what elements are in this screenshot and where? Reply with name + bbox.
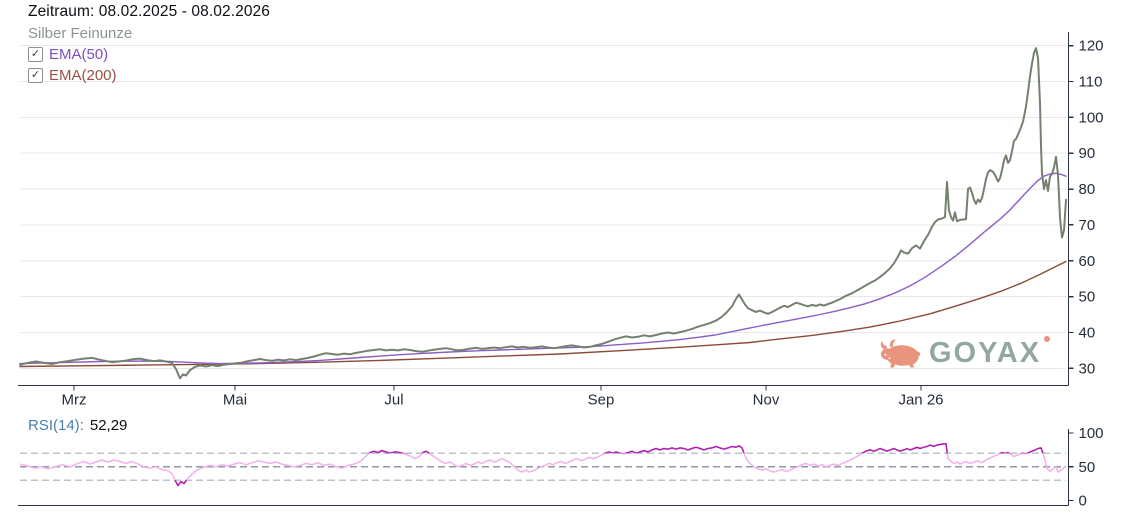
y-axis-label: 80 xyxy=(1079,181,1096,198)
x-axis-label: Mrz xyxy=(62,392,87,409)
rsi-axis-label: 0 xyxy=(1079,493,1087,510)
goyax-logo-dot xyxy=(1044,336,1051,342)
y-axis-label: 90 xyxy=(1079,145,1096,162)
rsi-label: RSI(14): xyxy=(28,417,84,434)
silber-feinunze-line xyxy=(19,47,1067,380)
goyax-bull-icon xyxy=(880,339,921,368)
goyax-logo-text: GOYAX xyxy=(929,336,1051,368)
rsi-value: 52,29 xyxy=(89,417,128,434)
y-axis-label: 50 xyxy=(1079,289,1096,306)
x-axis-label: Jan 26 xyxy=(898,392,943,409)
y-axis-label: 30 xyxy=(1079,360,1096,377)
x-axis-label: Nov xyxy=(753,392,780,409)
y-axis-label: 110 xyxy=(1079,74,1103,91)
ema50-line xyxy=(19,172,1067,365)
y-axis-label: 40 xyxy=(1079,324,1096,341)
rsi-axis-label: 100 xyxy=(1079,425,1104,442)
rsi-header: RSI(14): 52,29 xyxy=(28,417,127,434)
rsi-axis-label: 50 xyxy=(1079,459,1096,476)
rsi-line-extreme xyxy=(19,443,1067,487)
ema200-label: EMA(200) xyxy=(49,67,117,84)
ema200-checkbox[interactable]: ✓ xyxy=(28,68,43,83)
y-axis-label: 60 xyxy=(1079,253,1096,270)
ema50-legend-row: ✓ EMA(50) xyxy=(28,46,270,63)
ema50-label: EMA(50) xyxy=(49,46,109,63)
ema200-line xyxy=(19,260,1067,368)
ema200-legend-row: ✓ EMA(200) xyxy=(28,67,270,84)
chart-header: Zeitraum: 08.02.2025 - 08.02.2026 Silber… xyxy=(28,3,270,84)
zeitraum-label: Zeitraum: 08.02.2025 - 08.02.2026 xyxy=(28,3,270,20)
y-axis-label: 100 xyxy=(1079,109,1104,126)
y-axis-label: 70 xyxy=(1079,217,1096,234)
main-chart-area: Mrz Mai Jul Sep Nov Jan 26 30 40 50 60 70 80 90 100 11… xyxy=(18,32,1104,409)
x-axis-label: Sep xyxy=(588,392,615,409)
y-axis-label: 120 xyxy=(1079,38,1104,55)
ema50-checkbox[interactable]: ✓ xyxy=(28,47,43,62)
instrument-label: Silber Feinunze xyxy=(28,25,133,42)
rsi-chart-area: 0 50 100 xyxy=(18,425,1104,510)
x-axis-label: Mai xyxy=(223,392,247,409)
x-axis-label: Jul xyxy=(384,392,403,409)
goyax-logo: GOYAX xyxy=(876,336,1051,370)
